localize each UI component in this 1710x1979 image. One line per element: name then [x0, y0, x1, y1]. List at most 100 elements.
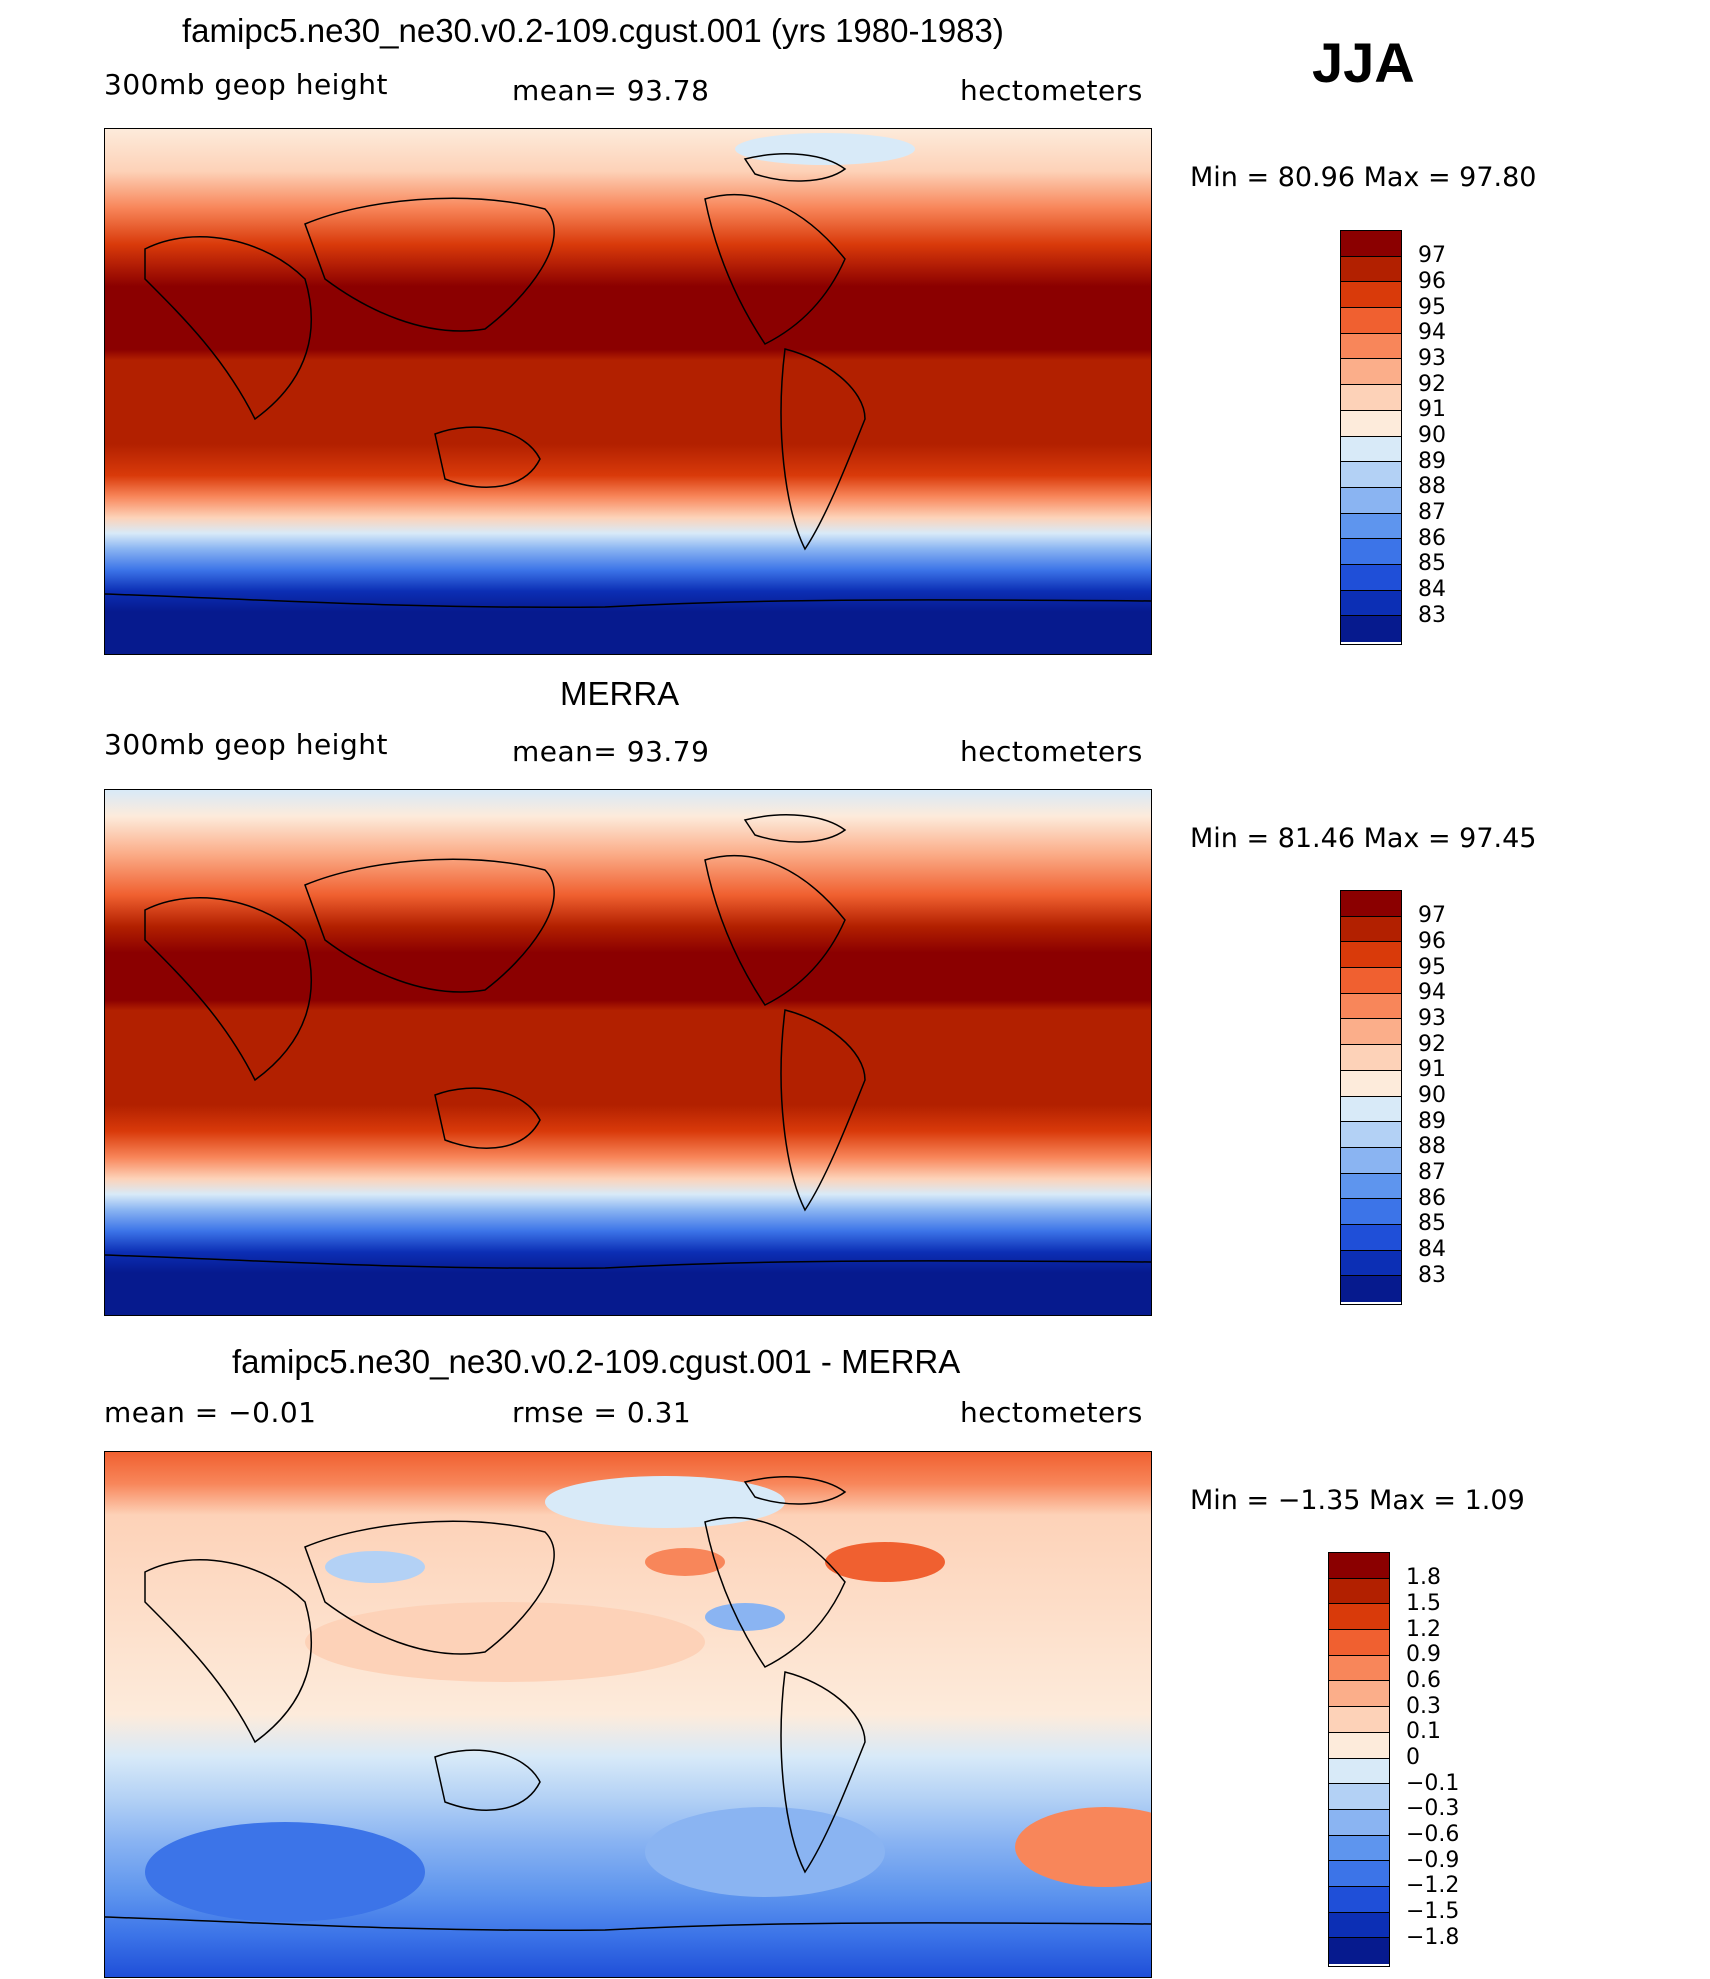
colorbar-cell: [1329, 1835, 1389, 1862]
colorbar-cell: [1329, 1809, 1389, 1836]
colorbar-tick-label: 97: [1418, 243, 1446, 268]
colorbar-cell: [1329, 1681, 1389, 1708]
colorbar-cell: [1341, 256, 1401, 283]
colorbar-tick-label: 91: [1418, 397, 1446, 422]
colorbar-cell: [1341, 1019, 1401, 1046]
field-label: 300mb geop height: [104, 68, 388, 101]
colorbar-cell: [1341, 1096, 1401, 1123]
colorbar-tick-label: 95: [1418, 955, 1446, 980]
season-label: JJA: [1312, 31, 1415, 94]
colorbar-cell: [1341, 1199, 1401, 1225]
panel-title: famipc5.ne30_ne30.v0.2-109.cgust.001 (yr…: [182, 12, 1004, 49]
colorbar-tick-label: −1.8: [1406, 1925, 1460, 1950]
colorbar-tick-label: 83: [1418, 603, 1446, 628]
colorbar-tick-label: −1.5: [1406, 1899, 1460, 1924]
colorbar-tick-label: 95: [1418, 295, 1446, 320]
colorbar-tick-label: 1.5: [1406, 1591, 1441, 1616]
colorbar-cell: [1341, 1173, 1401, 1200]
panel-title: famipc5.ne30_ne30.v0.2-109.cgust.001 - M…: [232, 1343, 961, 1380]
colorbar-cell: [1341, 891, 1401, 917]
colorbar-tick-label: 93: [1418, 346, 1446, 371]
colorbar-tick-label: 89: [1418, 449, 1446, 474]
panel-title: MERRA: [560, 675, 680, 712]
colorbar-tick-label: 91: [1418, 1057, 1446, 1082]
units-label: hectometers: [960, 1396, 1143, 1429]
colorbar: [1340, 890, 1402, 1305]
colorbar-cell: [1329, 1912, 1389, 1939]
colorbar-tick-label: 84: [1418, 1237, 1446, 1262]
colorbar: [1340, 230, 1402, 645]
colorbar-cell: [1341, 308, 1401, 334]
colorbar-cell: [1329, 1732, 1389, 1759]
colorbar-cell: [1341, 564, 1401, 591]
colorbar-cell: [1341, 462, 1401, 488]
mean-label: mean= 93.79: [512, 735, 710, 768]
colorbar-tick-label: 85: [1418, 1211, 1446, 1236]
map-merra-field: [105, 790, 1151, 1315]
colorbar-tick-label: 85: [1418, 551, 1446, 576]
map-difference: [104, 1451, 1152, 1978]
units-label: hectometers: [960, 735, 1143, 768]
colorbar-tick-label: −0.1: [1406, 1771, 1460, 1796]
colorbar-cell: [1329, 1938, 1389, 1964]
colorbar-cell: [1329, 1707, 1389, 1733]
colorbar-cell: [1329, 1861, 1389, 1887]
colorbar-cell: [1341, 1070, 1401, 1097]
map-model: [104, 128, 1152, 655]
colorbar-tick-label: 1.2: [1406, 1617, 1441, 1642]
colorbar-tick-label: 1.8: [1406, 1565, 1441, 1590]
diff-mean-label: mean = −0.01: [104, 1396, 317, 1429]
colorbar-cell: [1341, 590, 1401, 617]
colorbar-cell: [1329, 1553, 1389, 1579]
colorbar-tick-label: 84: [1418, 577, 1446, 602]
colorbar-cell: [1341, 916, 1401, 943]
colorbar-cell: [1329, 1886, 1389, 1913]
colorbar-cell: [1341, 1147, 1401, 1174]
map-difference-field: [105, 1452, 1151, 1977]
colorbar-tick-label: −0.9: [1406, 1848, 1460, 1873]
colorbar-tick-label: −0.3: [1406, 1796, 1460, 1821]
colorbar-cell: [1341, 1045, 1401, 1071]
colorbar-tick-label: 90: [1418, 423, 1446, 448]
colorbar-cell: [1341, 282, 1401, 309]
colorbar-tick-label: 83: [1418, 1263, 1446, 1288]
colorbar-tick-label: 93: [1418, 1006, 1446, 1031]
colorbar-cell: [1341, 1122, 1401, 1148]
colorbar-cell: [1329, 1604, 1389, 1631]
colorbar-cell: [1341, 616, 1401, 642]
colorbar-cell: [1329, 1784, 1389, 1810]
colorbar-tick-label: 94: [1418, 320, 1446, 345]
colorbar-cell: [1341, 1250, 1401, 1277]
map-merra: [104, 789, 1152, 1316]
colorbar-tick-label: 0.1: [1406, 1719, 1441, 1744]
colorbar-tick-label: 0.9: [1406, 1642, 1441, 1667]
colorbar-cell: [1329, 1630, 1389, 1656]
colorbar-cell: [1341, 539, 1401, 565]
field-label: 300mb geop height: [104, 728, 388, 761]
colorbar-tick-label: 88: [1418, 1134, 1446, 1159]
colorbar-cell: [1329, 1758, 1389, 1785]
colorbar-tick-label: 0: [1406, 1745, 1420, 1770]
minmax-readout: Min = 81.46 Max = 97.45: [1190, 823, 1537, 854]
colorbar-cell: [1341, 1276, 1401, 1302]
units-label: hectometers: [960, 74, 1143, 107]
colorbar-tick-label: 0.3: [1406, 1694, 1441, 1719]
colorbar-cell: [1341, 231, 1401, 257]
colorbar-tick-label: 86: [1418, 526, 1446, 551]
colorbar-cell: [1341, 410, 1401, 437]
colorbar-cell: [1329, 1655, 1389, 1682]
colorbar-cell: [1341, 359, 1401, 386]
map-model-field: [105, 129, 1151, 654]
colorbar-tick-label: 96: [1418, 929, 1446, 954]
colorbar: [1328, 1552, 1390, 1967]
colorbar-cell: [1329, 1578, 1389, 1605]
minmax-readout: Min = 80.96 Max = 97.80: [1190, 162, 1537, 193]
colorbar-cell: [1341, 942, 1401, 969]
colorbar-tick-label: 97: [1418, 903, 1446, 928]
colorbar-tick-label: 90: [1418, 1083, 1446, 1108]
colorbar-tick-label: 94: [1418, 980, 1446, 1005]
colorbar-tick-label: 86: [1418, 1186, 1446, 1211]
colorbar-cell: [1341, 487, 1401, 514]
colorbar-tick-label: 0.6: [1406, 1668, 1441, 1693]
colorbar-tick-label: −1.2: [1406, 1873, 1460, 1898]
